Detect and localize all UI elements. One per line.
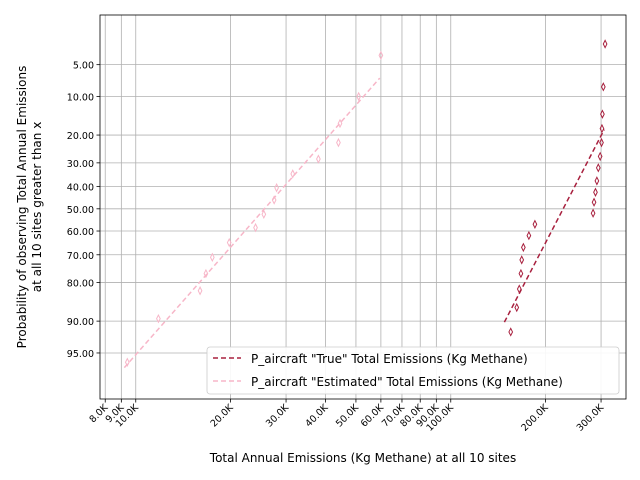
y-tick-label: 95.00 — [67, 349, 94, 360]
point-estimated — [271, 195, 277, 205]
point-true — [599, 123, 605, 134]
y-tick-label: 10.00 — [67, 93, 94, 104]
point-true — [599, 137, 604, 148]
point-true — [516, 284, 522, 294]
point-true — [602, 39, 608, 49]
point-estimated — [253, 222, 258, 233]
point-true — [514, 302, 520, 313]
point-true — [591, 197, 597, 207]
y-tick-label: 40.00 — [67, 183, 94, 194]
point-estimated — [274, 183, 279, 193]
point-true — [532, 219, 538, 229]
point-true — [600, 82, 606, 92]
y-axis-label-line-2: at all 10 sites greater than x — [30, 122, 44, 293]
point-true — [590, 208, 596, 218]
y-tick-label: 60.00 — [67, 227, 94, 238]
point-true — [593, 187, 598, 197]
y-tick-label: 90.00 — [67, 317, 94, 328]
point-estimated — [378, 50, 384, 61]
point-true — [597, 151, 603, 162]
point-true — [595, 163, 601, 173]
point-estimated — [203, 268, 209, 279]
point-true — [508, 327, 514, 337]
y-axis-label-line-1: Probability of observing Total Annual Em… — [15, 66, 29, 349]
y-tick-label: 5.00 — [73, 61, 94, 72]
fit-line-estimated — [123, 77, 381, 369]
point-estimated — [336, 137, 341, 148]
point-estimated — [316, 154, 321, 164]
y-tick-label: 80.00 — [67, 279, 94, 290]
point-estimated — [337, 118, 343, 129]
point-true — [518, 268, 524, 279]
y-tick-label: 30.00 — [67, 159, 94, 170]
point-estimated — [226, 237, 232, 248]
legend-box — [206, 346, 620, 395]
point-true — [520, 242, 526, 253]
point-estimated — [356, 91, 362, 102]
point-estimated — [156, 313, 161, 324]
point-estimated — [290, 169, 296, 179]
data-points — [124, 39, 608, 367]
y-tick-label: 50.00 — [67, 205, 94, 216]
legend-label-estimated: P_aircraft "Estimated" Total Emissions (… — [251, 375, 563, 389]
point-true — [594, 176, 600, 186]
grid — [100, 15, 626, 399]
y-tick-label: 70.00 — [67, 251, 94, 262]
point-estimated — [197, 286, 203, 296]
plot-frame — [99, 14, 627, 400]
legend-label-true: P_aircraft "True" Total Emissions (Kg Me… — [251, 352, 528, 366]
point-true — [519, 255, 525, 265]
legend: P_aircraft "True" Total Emissions (Kg Me… — [206, 346, 620, 395]
y-axis: 5.00 10.00 20.00 30.00 40.00 50.00 60.00 70.00 8… — [67, 61, 100, 360]
point-true — [526, 230, 532, 241]
point-estimated — [261, 209, 267, 220]
point-true — [600, 109, 605, 119]
y-tick-label: 20.00 — [67, 131, 94, 142]
x-axis-label: Total Annual Emissions (Kg Methane) at a… — [209, 451, 516, 465]
point-estimated — [124, 357, 130, 367]
point-estimated — [209, 252, 215, 263]
